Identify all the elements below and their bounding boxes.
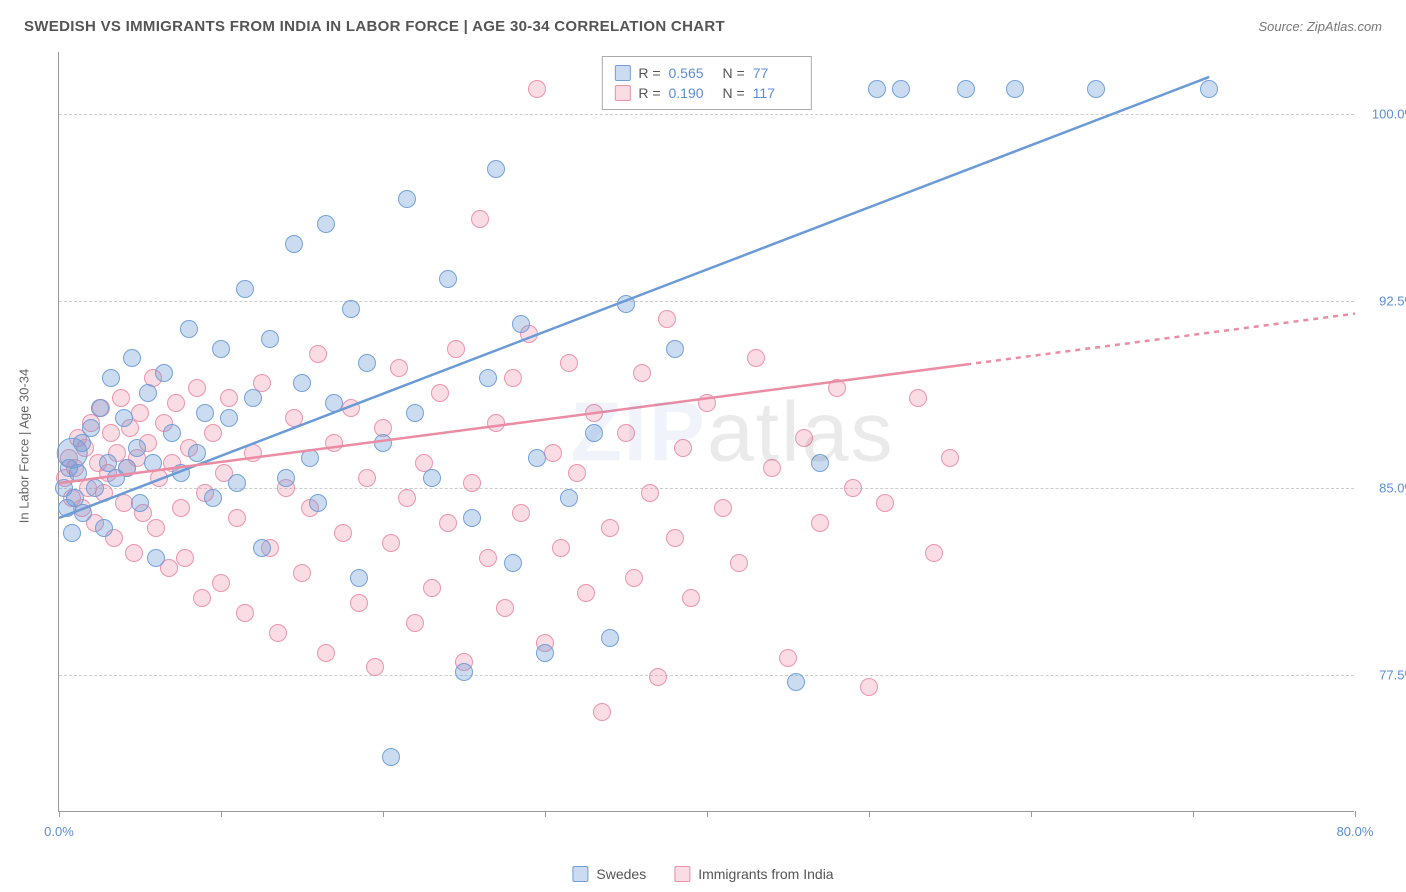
x-tick [707,811,708,817]
chart-plot-area: 77.5%85.0%92.5%100.0%0.0%80.0% ZIPatlas … [58,52,1354,812]
trend-lines-layer [59,52,1354,811]
source-label: Source: ZipAtlas.com [1258,19,1382,34]
n-value: 77 [753,65,799,81]
y-axis-title: In Labor Force | Age 30-34 [17,369,32,523]
chart-title: SWEDISH VS IMMIGRANTS FROM INDIA IN LABO… [24,18,725,35]
x-tick [1355,811,1356,817]
legend-swatch [614,85,630,101]
x-tick [1193,811,1194,817]
x-tick [221,811,222,817]
legend-swatch [674,866,690,882]
y-tick-label: 92.5% [1379,294,1406,309]
x-tick [869,811,870,817]
x-tick-label: 0.0% [44,824,74,839]
x-tick [383,811,384,817]
trend-line [966,314,1355,365]
correlation-row: R = 0.190 N = 117 [614,83,798,103]
correlation-legend: R = 0.565 N = 77 R = 0.190 N = 117 [601,56,811,110]
r-value: 0.565 [669,65,715,81]
x-tick [59,811,60,817]
correlation-row: R = 0.565 N = 77 [614,63,798,83]
legend-swatch [572,866,588,882]
n-label: N = [723,85,745,101]
legend-swatch [614,65,630,81]
x-tick-label: 80.0% [1337,824,1374,839]
legend-item: Immigrants from India [674,866,833,882]
n-value: 117 [753,85,799,101]
legend-label: Immigrants from India [698,866,833,882]
y-tick-label: 100.0% [1372,107,1406,122]
r-value: 0.190 [669,85,715,101]
series-legend: Swedes Immigrants from India [572,866,833,882]
legend-label: Swedes [596,866,646,882]
y-tick-label: 77.5% [1379,667,1406,682]
x-tick [545,811,546,817]
trend-line [59,77,1209,518]
n-label: N = [723,65,745,81]
legend-item: Swedes [572,866,646,882]
y-tick-label: 85.0% [1379,481,1406,496]
trend-line [59,364,966,483]
r-label: R = [638,85,660,101]
x-tick [1031,811,1032,817]
r-label: R = [638,65,660,81]
